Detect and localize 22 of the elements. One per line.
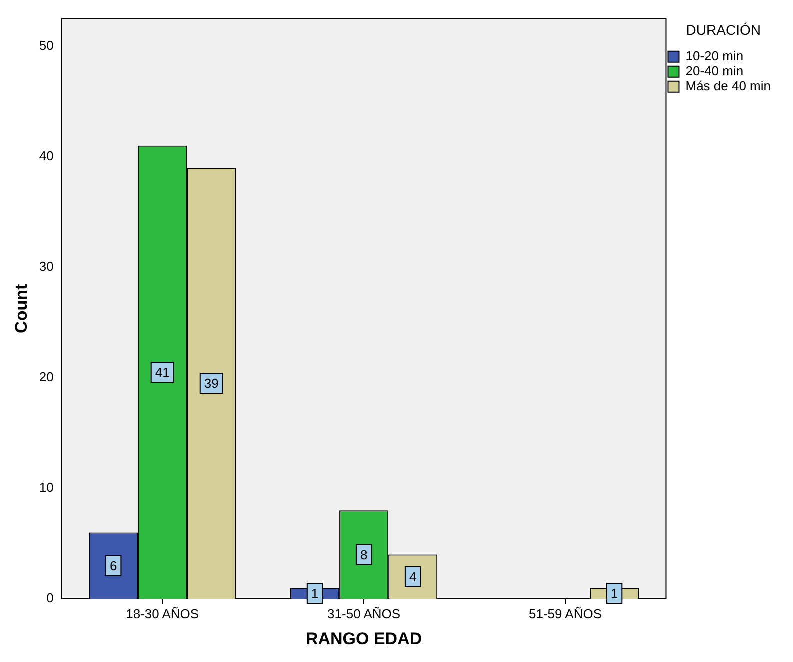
y-tick-label: 10 <box>39 480 54 496</box>
data-label: 41 <box>155 365 170 380</box>
y-axis-title: Count <box>12 284 31 334</box>
x-tick-label: 18-30 AÑOS <box>126 606 200 622</box>
data-label: 8 <box>360 547 368 562</box>
legend-label: 10-20 min <box>686 48 744 64</box>
legend-label: Más de 40 min <box>686 78 772 94</box>
x-tick-label: 51-59 AÑOS <box>529 606 602 622</box>
y-tick-label: 40 <box>39 148 54 164</box>
data-label: 6 <box>110 558 118 574</box>
x-tick-label: 31-50 AÑOS <box>328 606 401 622</box>
y-tick-label: 0 <box>46 590 54 606</box>
y-tick-label: 20 <box>39 370 54 385</box>
x-axis-title: RANGO EDAD <box>306 629 422 648</box>
data-label: 39 <box>204 376 219 392</box>
data-label: 4 <box>409 569 417 584</box>
data-label: 1 <box>610 586 618 602</box>
legend-label: 20-40 min <box>686 63 744 78</box>
data-label: 1 <box>311 586 319 602</box>
y-tick-label: 50 <box>39 38 54 54</box>
y-tick-label: 30 <box>39 259 54 274</box>
legend-title: DURACIÓN <box>686 22 761 38</box>
